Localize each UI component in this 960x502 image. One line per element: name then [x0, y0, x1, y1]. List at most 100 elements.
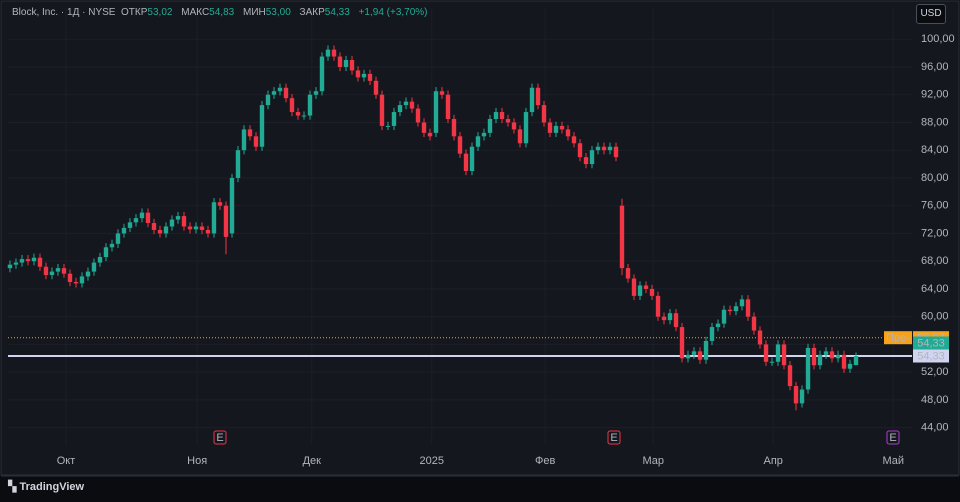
candle-body	[781, 344, 787, 366]
candle-body	[151, 223, 157, 230]
candle-body	[799, 389, 805, 404]
y-tick-label: 68,00	[921, 255, 949, 267]
candle-body	[211, 202, 217, 234]
candle-body	[259, 105, 265, 147]
candle-body	[583, 157, 589, 165]
candle-body	[637, 285, 643, 296]
event-marker	[213, 430, 227, 445]
candle-body	[829, 351, 835, 359]
candle-body	[103, 247, 109, 258]
candle-body	[277, 87, 283, 92]
x-tick-label: Апр	[764, 455, 783, 467]
price-label-box	[913, 336, 949, 350]
candle-body	[715, 323, 721, 328]
candle-body	[217, 202, 223, 206]
candle-body	[811, 347, 817, 366]
x-tick-label: Окт	[57, 455, 76, 467]
candle-body	[415, 108, 421, 123]
candle-body	[775, 344, 781, 362]
candle-body	[787, 365, 793, 387]
price-name: Пре-	[886, 332, 910, 344]
currency-button[interactable]: USD	[916, 4, 946, 24]
candle-body	[349, 60, 355, 71]
candle-body	[481, 132, 487, 137]
candle-body	[757, 330, 763, 345]
low-label: МИН	[242, 7, 266, 18]
x-tick-label: Май	[882, 455, 904, 467]
candle-body	[343, 60, 349, 67]
candle-body	[697, 351, 703, 360]
y-tick-label: 72,00	[921, 227, 949, 239]
brand-logo: ▚ TradingView	[8, 480, 84, 493]
candle-body	[313, 91, 319, 95]
y-tick-label: 84,00	[921, 144, 949, 156]
candle-body	[451, 118, 457, 137]
candle-body	[595, 146, 601, 151]
candle-body	[193, 226, 199, 230]
candle-body	[601, 146, 607, 151]
candle-body	[271, 91, 277, 95]
x-tick-label: Фев	[535, 455, 555, 467]
candle-body	[649, 288, 655, 296]
candle-body	[661, 316, 667, 321]
change: +1,94 (+3,70%)	[358, 7, 428, 18]
candle-body	[691, 351, 697, 355]
candle-body	[175, 216, 181, 220]
candle-body	[373, 80, 379, 95]
candle-body	[709, 327, 715, 341]
candle-body	[487, 118, 493, 133]
candle-body	[817, 354, 823, 366]
candle-body	[49, 271, 55, 276]
candle-body	[241, 129, 247, 151]
candle-body	[751, 316, 757, 331]
candle-body	[733, 306, 739, 312]
candle-body	[247, 129, 253, 137]
candle-body	[553, 125, 559, 133]
candle-body	[685, 354, 691, 359]
candle-body	[535, 87, 541, 106]
high-value: 54,83	[209, 7, 235, 18]
candle-body	[379, 94, 385, 126]
candle-body	[307, 94, 313, 116]
candle-body	[793, 386, 799, 404]
candle-body	[631, 278, 637, 296]
candle-body	[739, 299, 745, 307]
candle-body	[667, 313, 673, 321]
candle-body	[625, 268, 631, 279]
candle-body	[235, 150, 241, 178]
candle-body	[121, 227, 127, 234]
candle-body	[853, 356, 859, 366]
event-label: E	[889, 432, 896, 444]
brand-name: TradingView	[19, 481, 85, 493]
candle-body	[523, 112, 529, 144]
event-label: E	[610, 432, 617, 444]
candle-body	[361, 73, 367, 78]
candle-body	[19, 259, 25, 263]
candle-body	[589, 150, 595, 165]
candle-body	[613, 146, 619, 158]
candle-body	[619, 205, 625, 269]
y-tick-label: 88,00	[921, 116, 949, 128]
open-label: ОТКР	[121, 7, 148, 18]
candle-body	[127, 222, 133, 228]
candle-body	[823, 351, 829, 355]
candle-body	[439, 91, 445, 95]
candle-body	[319, 56, 325, 92]
candle-body	[445, 94, 451, 119]
candle-body	[73, 281, 79, 284]
candle-body	[727, 309, 733, 312]
candle-body	[265, 94, 271, 106]
candle-body	[469, 146, 475, 172]
close-label: ЗАКР	[299, 7, 325, 18]
candle-body	[673, 313, 679, 328]
candle-body	[109, 243, 115, 248]
candle-body	[427, 132, 433, 137]
high-label: МАКС	[181, 7, 210, 18]
close-value: 54,33	[324, 7, 350, 18]
candle-body	[91, 262, 97, 272]
candle-body	[67, 273, 73, 282]
candle-body	[199, 226, 205, 230]
candle-body	[745, 299, 751, 317]
candle-body	[529, 87, 535, 113]
